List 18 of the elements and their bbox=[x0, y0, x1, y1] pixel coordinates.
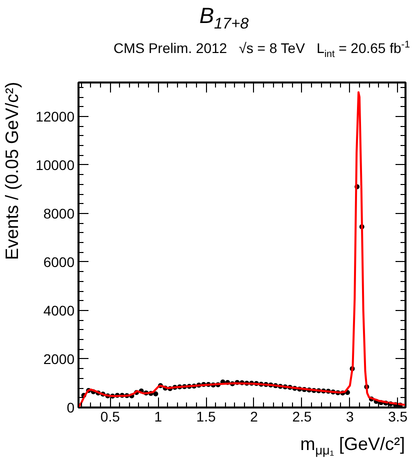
x-tick-label: 2.5 bbox=[292, 408, 312, 424]
x-tick-label: 1 bbox=[154, 408, 162, 424]
x-tick-label: 0.5 bbox=[100, 408, 120, 424]
x-tick-label: 3.5 bbox=[388, 408, 408, 424]
y-tick-label: 4000 bbox=[43, 302, 75, 318]
y-axis-title: Events / (0.05 GeV/c²) bbox=[1, 82, 23, 260]
y-tick-label: 2000 bbox=[43, 350, 75, 367]
y-tick-label: 8000 bbox=[43, 205, 75, 222]
text: CMS Prelim. 2012 √s = 8 TeV L$_{int}$ = 20.65 fb$^{-1}$ bbox=[113, 38, 410, 62]
y-tick-label: 6000 bbox=[43, 254, 75, 270]
x-tick-label: 2 bbox=[250, 408, 258, 424]
chart-title: B$_{17+8}$ bbox=[199, 2, 249, 34]
y-tick-label: 0 bbox=[66, 400, 75, 416]
x-tick-label: 1.5 bbox=[196, 408, 216, 424]
y-tick-label: 10000 bbox=[36, 156, 75, 173]
x-axis-title: m$_{μμ₁}$ [GeV/c²] bbox=[300, 433, 405, 459]
y-tick-label: 12000 bbox=[36, 108, 75, 124]
x-tick-label: 3 bbox=[346, 408, 354, 424]
